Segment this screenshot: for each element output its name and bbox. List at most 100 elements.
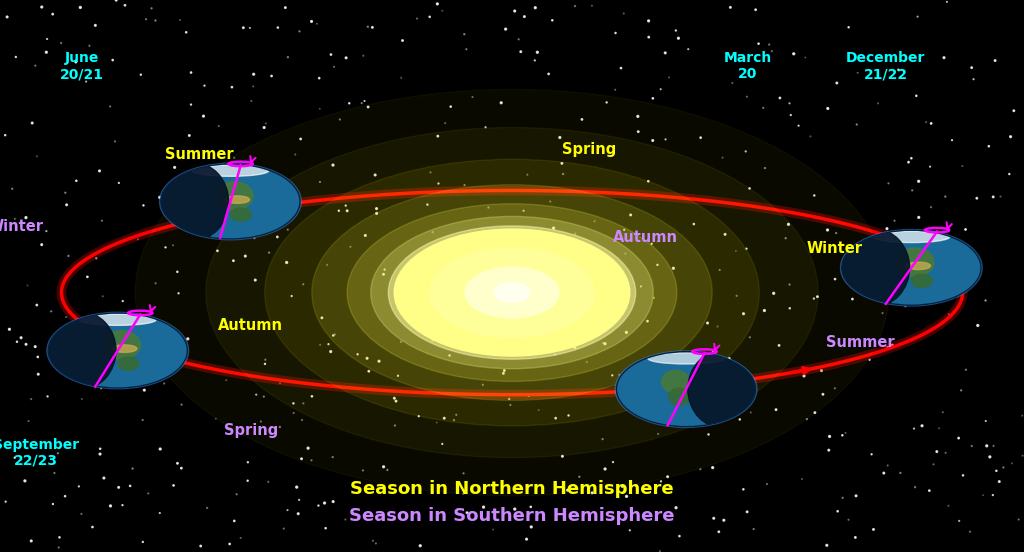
Point bbox=[339, 206, 355, 215]
Point bbox=[617, 250, 634, 258]
Point bbox=[275, 524, 292, 533]
Point bbox=[369, 204, 385, 213]
Point bbox=[828, 229, 845, 237]
Point bbox=[38, 227, 54, 236]
Point bbox=[738, 92, 755, 101]
Point bbox=[567, 2, 584, 10]
Point bbox=[213, 173, 229, 182]
Point bbox=[844, 295, 860, 304]
Point bbox=[464, 93, 480, 102]
Point bbox=[548, 414, 564, 423]
Point bbox=[258, 119, 274, 128]
Ellipse shape bbox=[43, 311, 116, 390]
Point bbox=[584, 489, 600, 497]
Circle shape bbox=[842, 230, 981, 305]
Point bbox=[953, 269, 970, 278]
Point bbox=[954, 162, 971, 171]
Point bbox=[58, 312, 75, 321]
Text: Autumn: Autumn bbox=[218, 318, 284, 333]
Point bbox=[622, 526, 638, 535]
Point bbox=[456, 469, 472, 477]
Text: Spring: Spring bbox=[562, 141, 615, 157]
Point bbox=[291, 27, 307, 36]
Point bbox=[140, 489, 157, 498]
Point bbox=[271, 423, 288, 432]
Point bbox=[271, 379, 288, 388]
Point bbox=[583, 275, 599, 284]
Point bbox=[280, 225, 296, 234]
Point bbox=[982, 453, 998, 461]
Point bbox=[459, 508, 475, 517]
Point bbox=[387, 421, 403, 430]
Point bbox=[906, 424, 923, 433]
Point bbox=[476, 313, 493, 322]
Point bbox=[409, 14, 425, 23]
Point bbox=[17, 340, 34, 349]
Point bbox=[29, 301, 45, 310]
Point bbox=[303, 456, 319, 465]
Point bbox=[279, 258, 295, 267]
Point bbox=[520, 391, 537, 400]
Point bbox=[611, 370, 628, 379]
Point bbox=[44, 10, 60, 19]
Point bbox=[133, 70, 150, 79]
Point bbox=[232, 534, 249, 543]
Point bbox=[497, 366, 513, 375]
Text: June
20/21: June 20/21 bbox=[60, 51, 103, 81]
Point bbox=[196, 112, 212, 120]
Point bbox=[559, 486, 575, 495]
Point bbox=[178, 28, 195, 37]
Point bbox=[953, 386, 970, 395]
Point bbox=[939, 0, 955, 6]
Point bbox=[27, 342, 43, 351]
Point bbox=[386, 394, 402, 402]
Point bbox=[522, 502, 539, 511]
Point bbox=[92, 450, 109, 459]
Point bbox=[183, 100, 200, 109]
Point bbox=[286, 399, 302, 408]
Point bbox=[199, 503, 215, 512]
Point bbox=[469, 253, 485, 262]
Point bbox=[719, 413, 735, 422]
Point bbox=[552, 133, 568, 142]
Point bbox=[53, 39, 70, 47]
Point bbox=[169, 267, 185, 276]
Point bbox=[379, 465, 395, 474]
Point bbox=[480, 203, 497, 212]
Point bbox=[6, 214, 23, 223]
Point bbox=[766, 289, 782, 298]
Point bbox=[940, 501, 956, 510]
Point bbox=[513, 47, 529, 56]
Point bbox=[293, 135, 309, 144]
Point bbox=[657, 135, 674, 144]
Point bbox=[975, 491, 991, 500]
Point bbox=[546, 224, 562, 232]
Point bbox=[39, 392, 55, 401]
Circle shape bbox=[394, 229, 630, 356]
Point bbox=[652, 85, 669, 94]
Point bbox=[167, 163, 183, 172]
Point bbox=[923, 119, 939, 128]
Point bbox=[245, 82, 261, 91]
Point bbox=[567, 229, 584, 238]
Point bbox=[269, 23, 286, 32]
Point bbox=[191, 198, 208, 207]
Point bbox=[94, 292, 111, 301]
Point bbox=[312, 341, 329, 349]
Point bbox=[331, 206, 347, 215]
Point bbox=[236, 23, 252, 32]
Point bbox=[782, 110, 799, 119]
Point bbox=[848, 491, 864, 500]
Point bbox=[630, 127, 646, 136]
Point bbox=[50, 449, 67, 458]
Point bbox=[286, 408, 302, 417]
Ellipse shape bbox=[662, 370, 689, 393]
Point bbox=[93, 384, 110, 393]
Point bbox=[247, 275, 263, 284]
Point bbox=[1002, 132, 1019, 141]
Point bbox=[785, 49, 802, 58]
Point bbox=[865, 525, 882, 534]
Point bbox=[269, 232, 286, 241]
Point bbox=[0, 497, 14, 506]
Point bbox=[317, 524, 334, 533]
